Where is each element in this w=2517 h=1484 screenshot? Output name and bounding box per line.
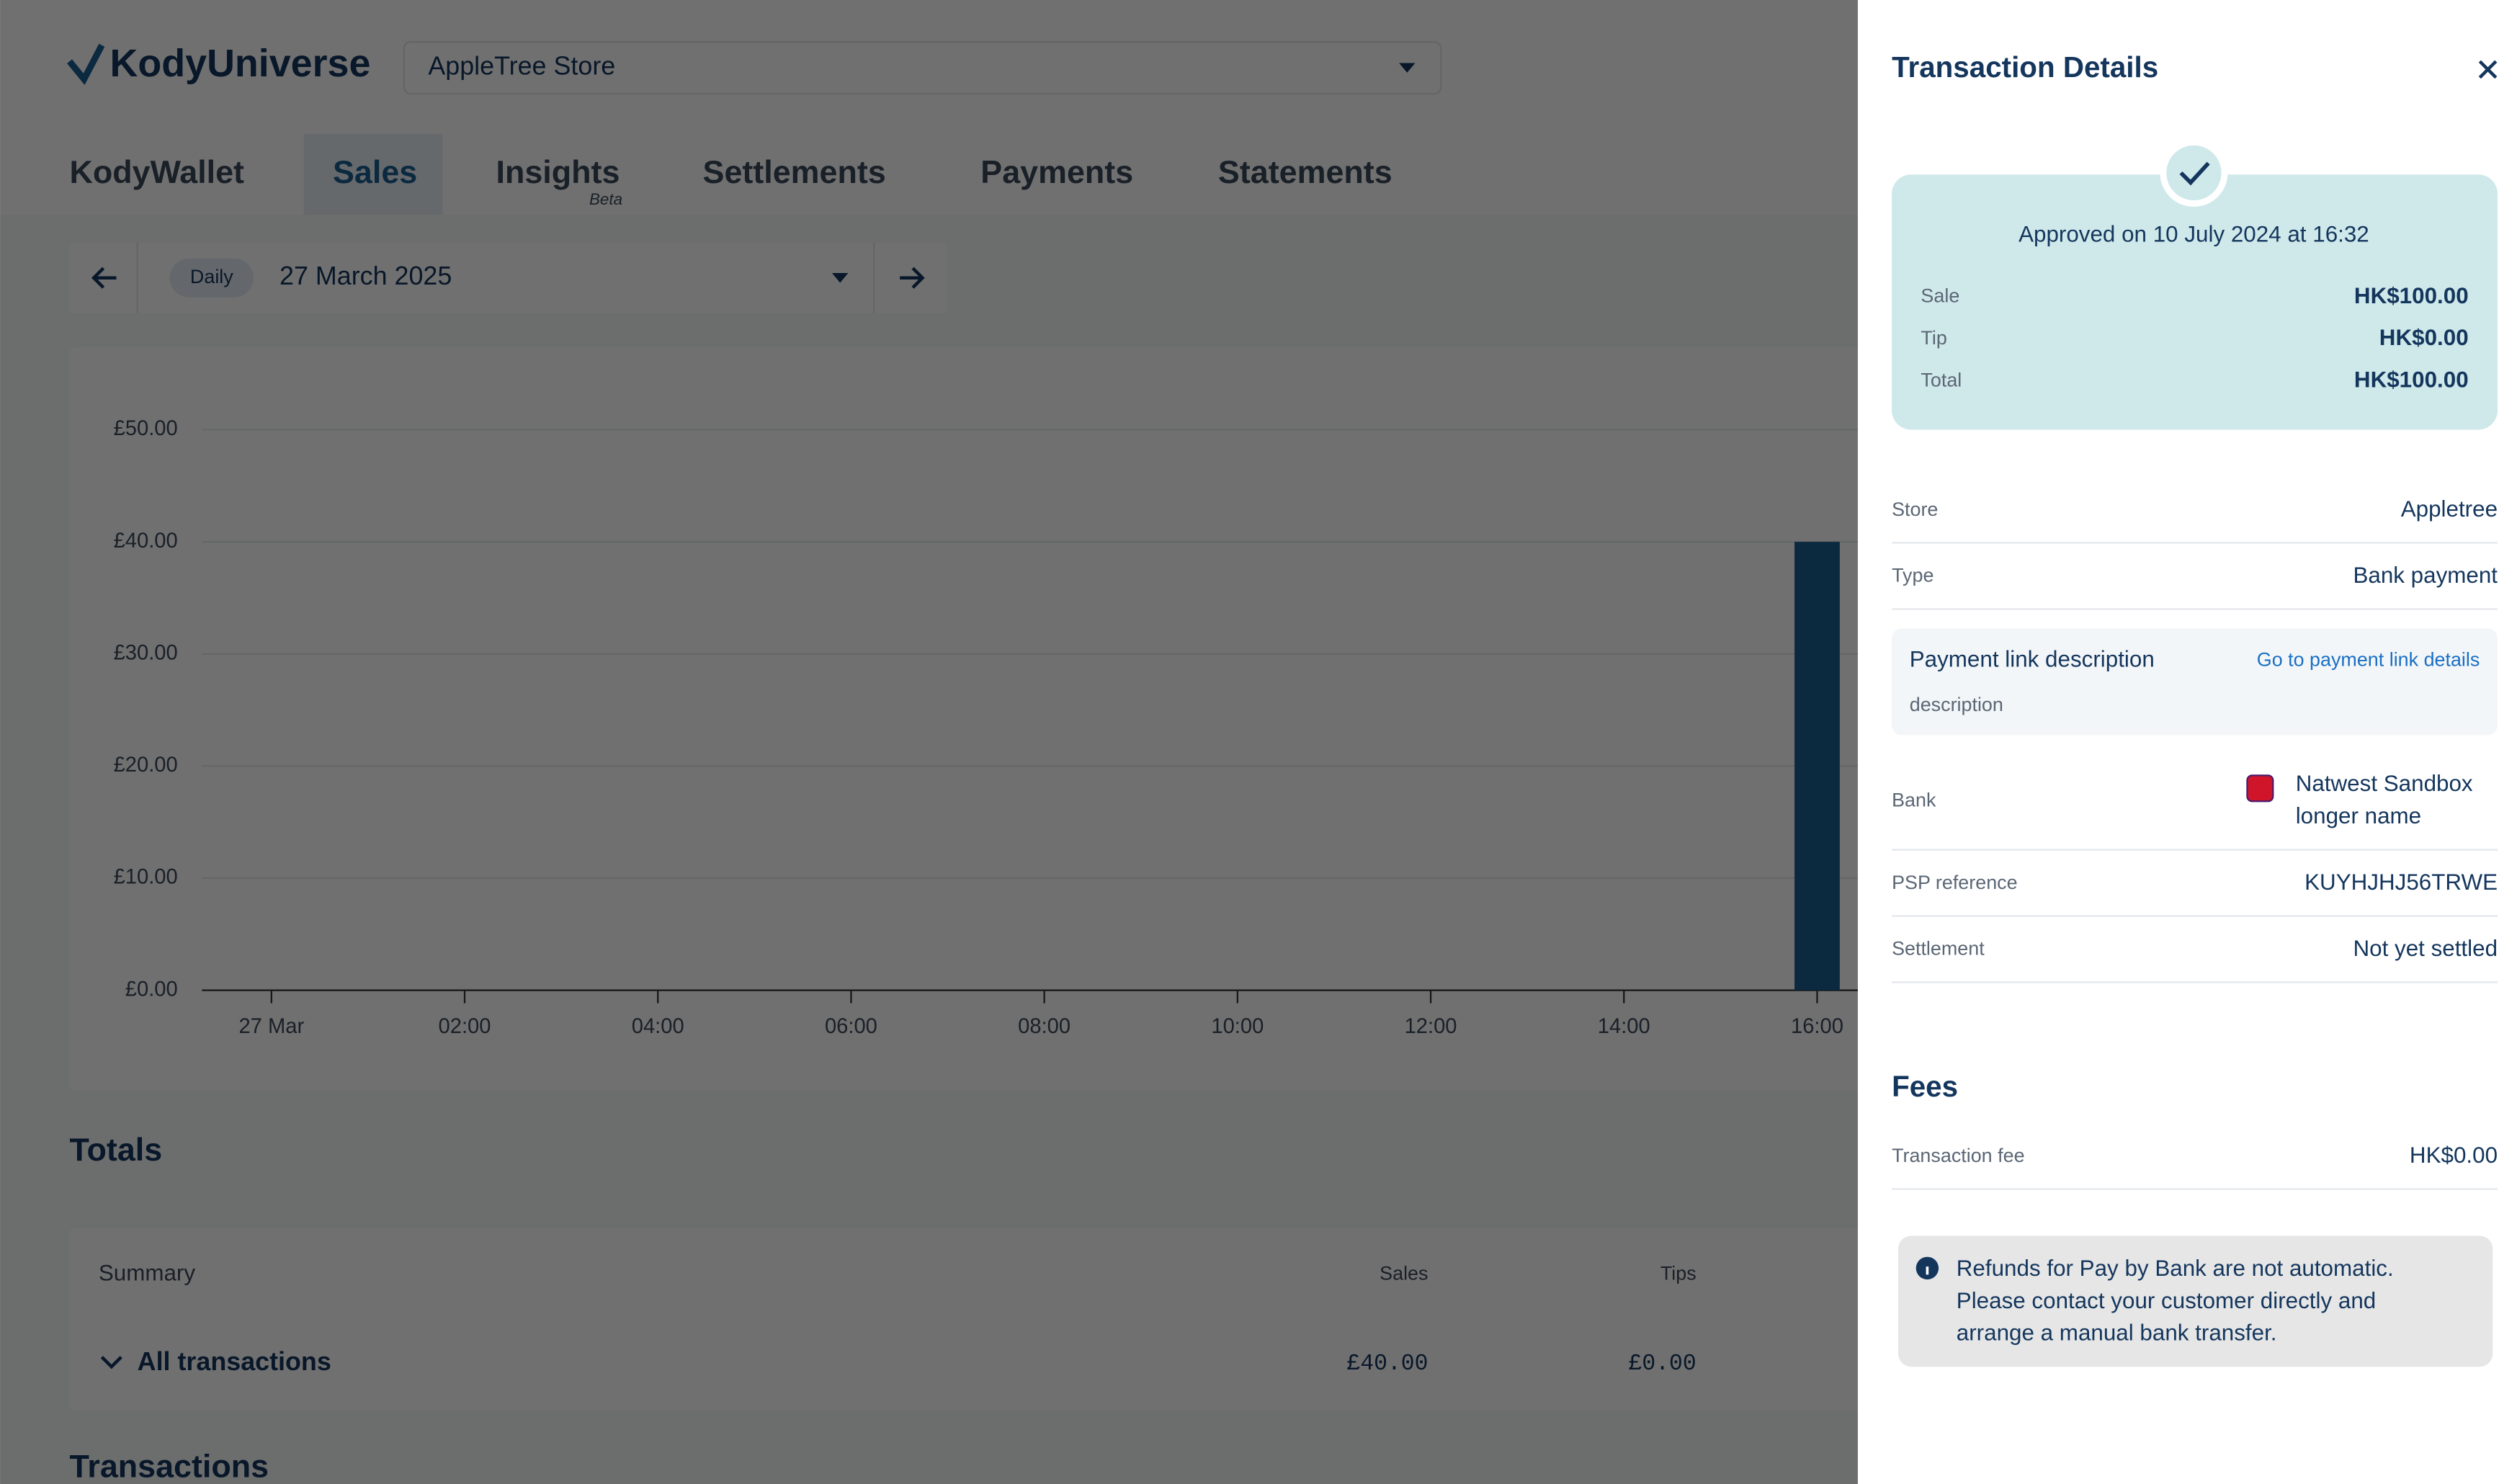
description: description [1910,694,2003,715]
detail-label: Store [1892,499,1938,520]
amount-label: Tip [1921,327,1946,349]
notice-text: Please contact your customer directly an… [1957,1288,2376,1313]
detail-label: Bank [1892,789,1936,810]
overlay[interactable] [0,0,1858,1484]
check [2179,161,2210,186]
notice-text: Refunds for Pay by Bank are not automati… [1957,1256,2394,1281]
link[interactable]: Go to payment link details [2257,648,2480,670]
bank-name: Natwest Sandbox [2296,771,2473,796]
status-card [1892,174,2498,430]
detail-value: Bank payment [2353,563,2498,588]
detail-label: Transaction fee [1892,1145,2024,1166]
detail-value: Not yet settled [2353,936,2498,961]
bank-name: longer name [2296,803,2421,828]
link-label: Payment link description [1910,646,2155,671]
amount-value: HK$100.00 [2354,367,2469,393]
close[interactable] [2478,60,2498,79]
amount-label: Total [1921,369,1962,390]
detail-label: Settlement [1892,938,1985,960]
link-box [1892,628,2498,736]
section-title: Fees [1892,1070,1958,1103]
panel-title: Transaction Details [1892,50,2158,84]
check-circle [2166,145,2222,201]
bank-icon [2246,774,2274,803]
detail-label: Type [1892,565,1933,586]
amount-value: HK$0.00 [2379,325,2469,350]
detail-value: HK$0.00 [2410,1143,2498,1168]
detail-value: KUYHJHJ56TRWE [2304,870,2498,895]
notice-text: arrange a manual bank transfer. [1957,1320,2277,1346]
detail-label: PSP reference [1892,872,2018,893]
status: Approved on 10 July 2024 at 16:32 [2018,222,2369,247]
detail-value: Appletree [2401,496,2498,522]
amount-value: HK$100.00 [2354,283,2469,308]
notice [1898,1235,2493,1367]
amount-label: Sale [1921,285,1959,307]
